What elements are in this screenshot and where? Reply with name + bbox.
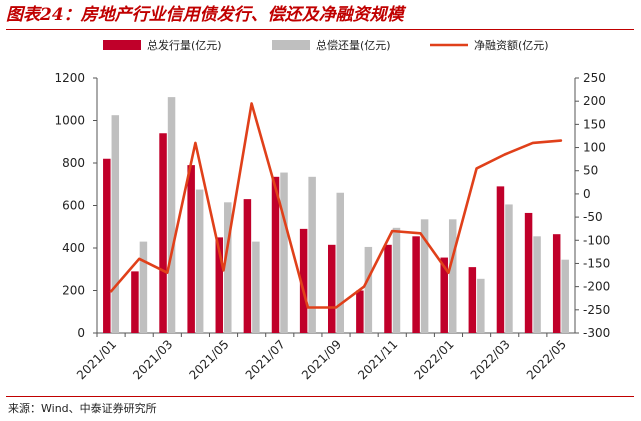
issuance-bar (215, 237, 224, 333)
issuance-bar (103, 158, 111, 333)
repayment-bar (448, 219, 457, 333)
issuance-bar (384, 244, 392, 333)
repayment-bar (224, 202, 232, 333)
repayment-bar (111, 115, 120, 333)
issuance-bar (496, 186, 505, 333)
figure-title: 图表24：房地产行业信用债发行、偿还及净融资规模 (6, 5, 404, 25)
repayment-bars (111, 97, 569, 333)
x-tick-label: 2021/01 (74, 337, 119, 382)
repayment-bar (167, 97, 176, 333)
source-note: 来源：Wind、中泰证券研究所 (8, 402, 157, 415)
issuance-bar (524, 212, 533, 333)
repayment-bar (364, 246, 373, 333)
issuance-bar (271, 176, 280, 333)
legend-label-issuance: 总发行量(亿元) (147, 38, 222, 52)
right-tick-label: -250 (583, 303, 610, 317)
issuance-bar (356, 290, 364, 333)
x-tick-label: 2021/07 (243, 337, 288, 382)
issuance-bar (440, 257, 448, 333)
repayment-bar (139, 241, 148, 333)
x-tick-label: 2021/03 (130, 337, 175, 382)
repayment-bar (533, 236, 541, 333)
issuance-bars (103, 133, 561, 333)
issuance-bar (131, 271, 139, 333)
repayment-bar (252, 241, 260, 333)
x-tick-label: 2022/05 (524, 337, 569, 382)
issuance-bar (187, 165, 195, 333)
issuance-bar (243, 199, 252, 333)
repayment-bar (477, 278, 485, 333)
issuance-bar (328, 244, 336, 333)
repayment-bar (195, 189, 204, 333)
issuance-bar (159, 133, 167, 333)
right-tick-label: 250 (583, 71, 606, 85)
repayment-bar (505, 204, 513, 333)
x-tick-label: 2021/09 (299, 337, 344, 382)
repayment-bar (392, 227, 401, 333)
issuance-bar (468, 267, 477, 333)
x-tick-label: 2022/01 (411, 337, 456, 382)
repayment-bar (308, 176, 316, 333)
left-tick-label: 400 (62, 241, 85, 255)
left-tick-label: 1200 (54, 71, 85, 85)
left-tick-label: 0 (77, 326, 85, 340)
left-tick-label: 200 (62, 284, 85, 298)
issuance-bar (299, 228, 308, 333)
legend: 总发行量(亿元) 总偿还量(亿元) 净融资额(亿元) (103, 38, 549, 52)
repayment-bar (561, 259, 569, 333)
legend-label-net-financing: 净融资额(亿元) (474, 38, 549, 52)
right-tick-label: -150 (583, 256, 610, 270)
right-tick-label: -200 (583, 280, 610, 294)
right-tick-label: -300 (583, 326, 610, 340)
right-tick-label: 200 (583, 94, 606, 108)
issuance-bar (552, 234, 561, 333)
repayment-bar (280, 172, 288, 333)
x-tick-label: 2021/05 (186, 337, 231, 382)
title-rule (6, 29, 634, 30)
legend-swatch-issuance (103, 40, 141, 50)
net-financing-line (109, 102, 563, 309)
right-tick-label: 150 (583, 117, 606, 131)
right-tick-label: -100 (583, 233, 610, 247)
right-tick-label: 0 (583, 187, 591, 201)
repayment-bar (336, 192, 344, 333)
x-tick-label: 2021/11 (355, 337, 400, 382)
left-tick-label: 800 (62, 156, 85, 170)
legend-swatch-repayment (272, 40, 310, 50)
net-financing-line-group (109, 102, 563, 309)
left-tick-label: 600 (62, 199, 85, 213)
right-tick-label: -50 (583, 210, 603, 224)
x-tick-label: 2022/03 (468, 337, 513, 382)
left-tick-label: 1000 (54, 114, 85, 128)
source-rule (6, 396, 634, 397)
legend-label-repayment: 总偿还量(亿元) (316, 38, 391, 52)
repayment-bar (420, 219, 429, 333)
right-tick-label: 100 (583, 141, 606, 155)
right-tick-label: 50 (583, 164, 598, 178)
issuance-bar (412, 236, 420, 333)
